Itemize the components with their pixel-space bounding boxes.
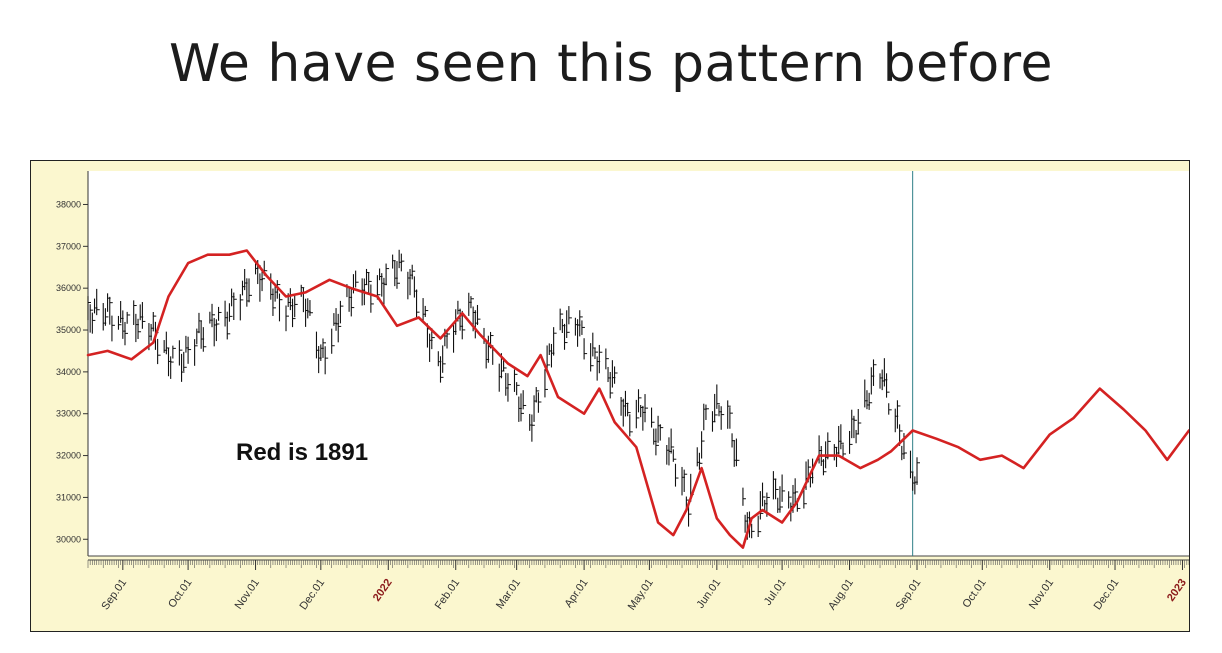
x-tick-label: Feb.01 <box>433 577 462 612</box>
y-tick-label: 36000 <box>56 283 81 293</box>
x-tick-label: May.01 <box>626 577 656 613</box>
y-tick-label: 37000 <box>56 241 81 251</box>
plot-area <box>88 171 1189 556</box>
y-tick-label: 38000 <box>56 199 81 209</box>
x-tick-label: Dec.01 <box>297 577 327 612</box>
x-tick-label: Jul.01 <box>762 577 789 608</box>
x-tick-label: Oct.01 <box>960 577 988 610</box>
x-tick-label: Oct.01 <box>166 577 194 610</box>
y-tick-label: 31000 <box>56 492 81 502</box>
x-tick-label: Sep.01 <box>99 577 129 612</box>
slide-title: We have seen this pattern before <box>169 34 1053 94</box>
y-tick-label: 35000 <box>56 325 81 335</box>
y-tick-label: 33000 <box>56 409 81 419</box>
x-tick-label: Jun.01 <box>695 577 724 611</box>
x-tick-label: 2023 <box>1165 577 1189 604</box>
chart-frame: 30000 31000 32000 33000 34000 35000 36000 37000… <box>30 160 1190 632</box>
x-tick-label: Nov.01 <box>1027 577 1056 612</box>
y-tick-label: 30000 <box>56 534 81 544</box>
x-tick-label: Apr.01 <box>562 577 590 610</box>
x-tick-label: Nov.01 <box>233 577 262 612</box>
price-bars-series <box>87 249 921 540</box>
chart-annotation: Red is 1891 <box>236 439 368 466</box>
x-tick-label: Mar.01 <box>494 577 523 611</box>
x-tick-label: 2022 <box>371 577 395 604</box>
x-tick-label: Sep.01 <box>894 577 924 612</box>
x-tick-label: Aug.01 <box>826 577 856 612</box>
y-tick-label: 32000 <box>56 451 81 461</box>
x-tick-label: Dec.01 <box>1092 577 1122 612</box>
price-chart: 30000 31000 32000 33000 34000 35000 36000 37000… <box>56 171 1189 613</box>
y-tick-label: 34000 <box>56 367 81 377</box>
